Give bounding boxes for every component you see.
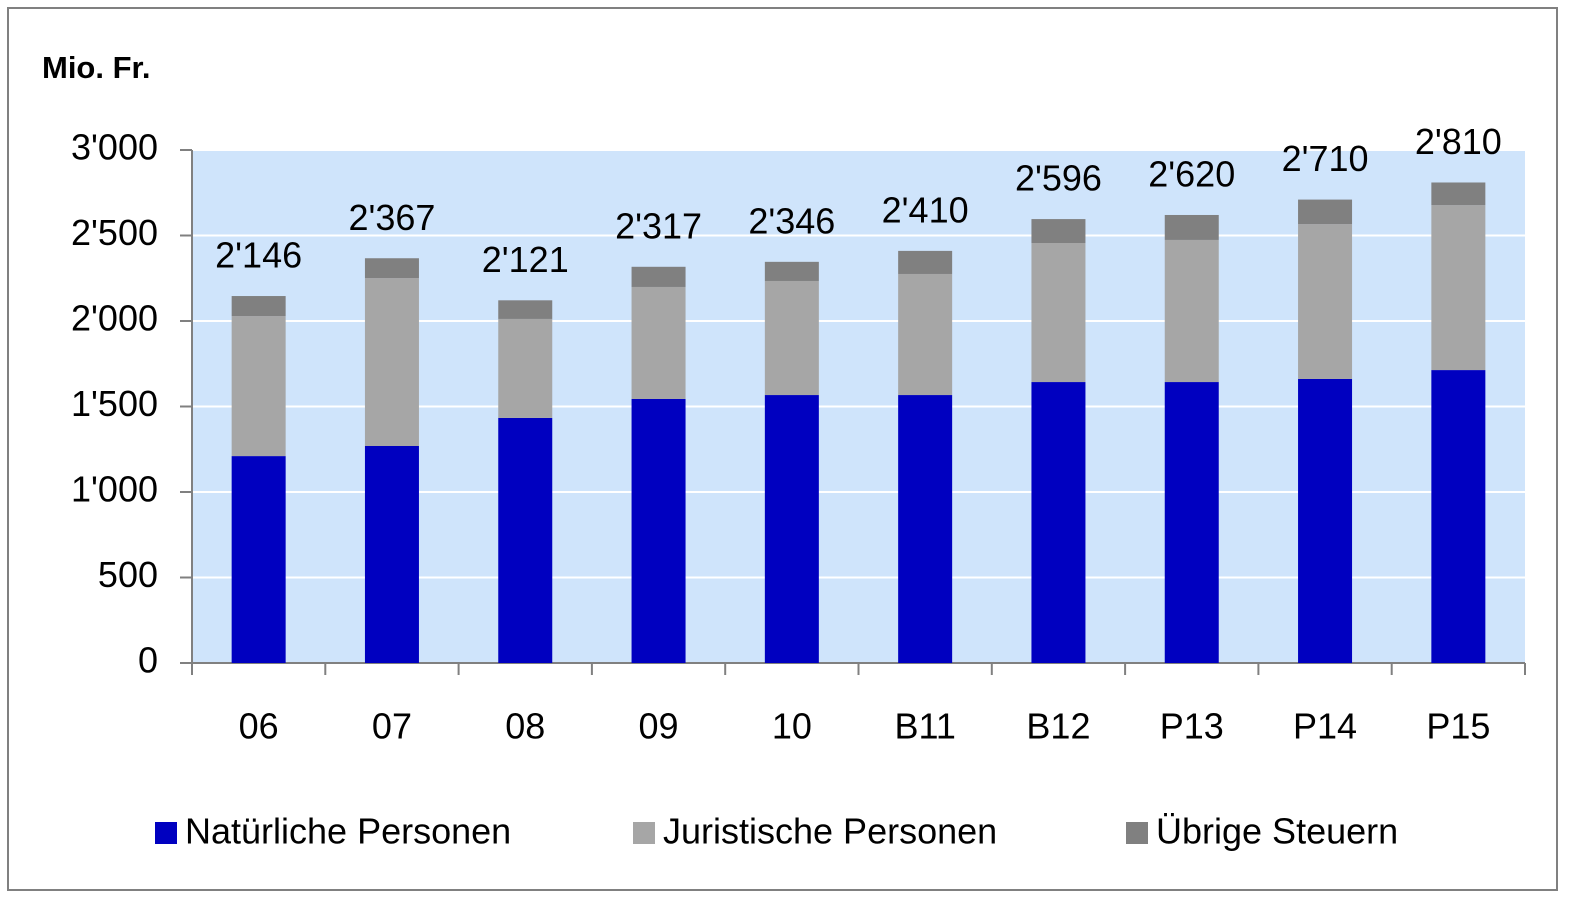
total-label: 2'596: [1015, 158, 1102, 199]
bar-segment: [631, 266, 686, 287]
total-label: 2'317: [615, 205, 702, 246]
bar-segment: [364, 258, 419, 279]
legend-swatch: [155, 822, 177, 844]
bar-segment: [764, 280, 819, 396]
bar-segment: [631, 286, 686, 399]
bar-segment: [1431, 205, 1486, 371]
legend-label: Natürliche Personen: [185, 811, 511, 852]
bar-segment: [631, 398, 686, 663]
y-tick-label: 1'000: [71, 469, 158, 510]
bar-segment: [764, 261, 819, 281]
bar-segment: [364, 446, 419, 663]
total-label: 2'810: [1415, 121, 1502, 162]
bar-segment: [1298, 378, 1353, 663]
bar-segment: [364, 278, 419, 447]
bar-segment: [1031, 219, 1086, 244]
x-tick-label: P14: [1293, 706, 1357, 747]
x-tick-label: 10: [772, 706, 812, 747]
bar-segment: [231, 456, 286, 663]
bar-segment: [1298, 199, 1353, 225]
x-tick-label: 06: [239, 706, 279, 747]
x-tick-label: B11: [894, 706, 955, 747]
bar-segment: [1298, 224, 1353, 379]
bar-segment: [1164, 239, 1219, 383]
legend-swatch: [1126, 822, 1148, 844]
bar-segment: [498, 417, 553, 663]
bar-segment: [1031, 243, 1086, 383]
bar-segment: [231, 316, 286, 457]
y-tick-label: 0: [138, 640, 158, 681]
total-label: 2'620: [1148, 153, 1235, 194]
x-tick-label: P15: [1426, 706, 1490, 747]
bar-segment: [1431, 182, 1486, 206]
bar-segment: [498, 318, 553, 418]
legend-label: Juristische Personen: [663, 811, 997, 852]
y-tick-label: 2'500: [71, 212, 158, 253]
x-tick-label: P13: [1160, 706, 1224, 747]
total-label: 2'710: [1282, 138, 1369, 179]
bar-segment: [1164, 382, 1219, 663]
y-tick-label: 500: [98, 554, 158, 595]
total-label: 2'146: [215, 235, 302, 276]
x-tick-label: B12: [1026, 706, 1090, 747]
bar-segment: [1164, 214, 1219, 240]
bar-segment: [764, 395, 819, 663]
x-tick-label: 07: [372, 706, 412, 747]
total-label: 2'410: [882, 189, 969, 230]
bar-segment: [498, 300, 553, 319]
total-label: 2'346: [748, 200, 835, 241]
y-tick-label: 1'500: [71, 383, 158, 424]
total-label: 2'367: [348, 197, 435, 238]
legend-label: Übrige Steuern: [1156, 811, 1398, 852]
y-tick-label: 2'000: [71, 298, 158, 339]
chart-title: Mio. Fr.: [42, 50, 151, 85]
bar-segment: [231, 296, 286, 317]
y-tick-label: 3'000: [71, 127, 158, 168]
x-tick-label: 08: [505, 706, 545, 747]
bar-segment: [898, 273, 953, 396]
bar-segment: [1031, 382, 1086, 663]
legend-swatch: [633, 822, 655, 844]
bar-segment: [898, 395, 953, 663]
total-label: 2'121: [482, 239, 569, 280]
bar-segment: [1431, 370, 1486, 663]
bar-segment: [898, 250, 953, 274]
x-tick-label: 09: [639, 706, 679, 747]
